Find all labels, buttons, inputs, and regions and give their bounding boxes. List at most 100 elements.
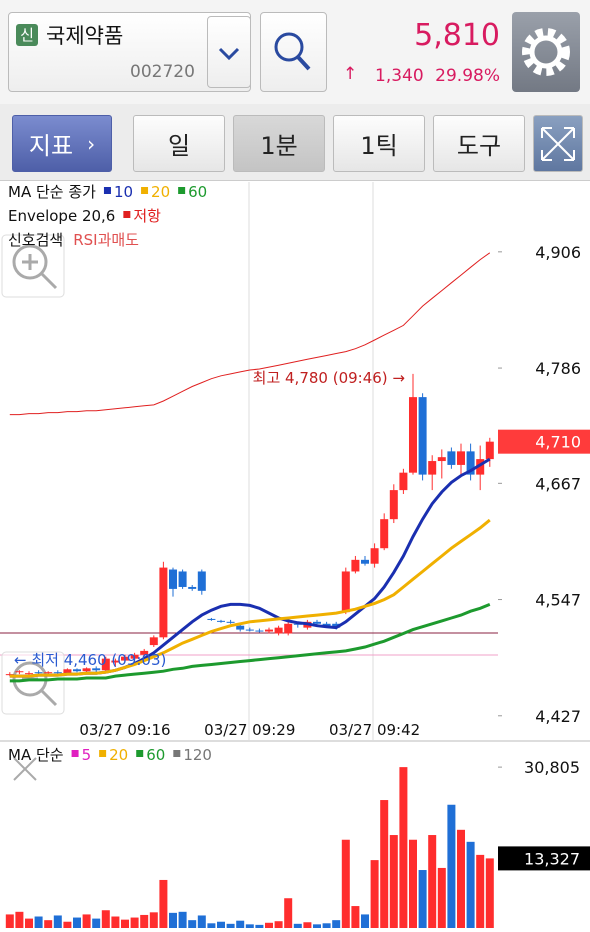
volume-bar	[332, 920, 341, 928]
candle-body	[130, 654, 139, 659]
candle-body	[332, 623, 341, 628]
volume-bar	[140, 914, 149, 928]
candle-body	[485, 441, 494, 460]
candle-body	[466, 451, 475, 475]
x-tick-label: 03/27 09:42	[329, 721, 420, 739]
candle-body	[418, 397, 427, 475]
candle-body	[178, 571, 187, 587]
candle-body	[111, 660, 120, 663]
legend-label: 10	[114, 183, 133, 201]
legend-title: MA 단순	[8, 746, 64, 764]
legend-swatch	[141, 187, 149, 194]
expand-icon	[541, 126, 575, 161]
volume-bar	[361, 914, 369, 928]
candle-body	[245, 629, 254, 631]
candle-body	[265, 629, 273, 632]
volume-bar	[389, 835, 398, 928]
candle-body	[437, 457, 446, 462]
dropdown-button[interactable]	[207, 16, 251, 88]
indicator-button[interactable]: 지표 ›	[12, 115, 112, 172]
ma-line	[9, 457, 491, 678]
volume-bar	[34, 916, 43, 928]
candle-body	[82, 668, 91, 672]
candle-body	[447, 451, 456, 465]
candle-body	[140, 650, 149, 655]
candle-body	[409, 397, 417, 473]
candle-body	[92, 668, 101, 671]
volume-bar	[101, 910, 110, 928]
stock-name: 국제약품	[46, 24, 124, 48]
candle-body	[322, 623, 331, 626]
indicator-label: 지표	[28, 132, 74, 160]
zoom-in-icon[interactable]	[1, 234, 65, 298]
legend-label: 5	[82, 746, 92, 764]
volume-bar	[197, 915, 206, 928]
volume-bar	[284, 898, 293, 928]
settings-button[interactable]	[512, 12, 580, 92]
volume-bar	[15, 911, 24, 928]
candle-body	[428, 461, 437, 475]
volume-bar	[409, 839, 417, 928]
candle-body	[159, 567, 168, 638]
volume-bar	[303, 922, 312, 928]
candle-body	[217, 620, 225, 622]
volume-bar	[428, 835, 437, 928]
candle-body	[399, 472, 408, 491]
ma-line	[9, 518, 491, 678]
candle-body	[197, 571, 206, 591]
indicator-arrow: ›	[87, 131, 96, 156]
signal-name: 신호검색	[8, 231, 63, 249]
candle-body	[34, 672, 43, 674]
expand-button[interactable]	[533, 115, 583, 172]
volume-bar	[44, 920, 53, 928]
legend-label: 20	[151, 183, 170, 201]
y-tick-label: 4,667	[535, 474, 581, 493]
volume-bar	[226, 923, 235, 928]
envelope-line	[9, 252, 491, 416]
candle-body	[457, 451, 465, 465]
candle-body	[53, 672, 62, 674]
volume-bar	[418, 870, 427, 928]
period-button[interactable]: 일	[133, 115, 225, 172]
period-button[interactable]: 1분	[233, 115, 325, 172]
volume-bar	[245, 924, 254, 928]
volume-bar	[159, 879, 168, 928]
volume-bar	[437, 867, 446, 928]
volume-bar	[121, 919, 129, 928]
candle-body	[101, 658, 110, 671]
candle-body	[121, 656, 129, 661]
volume-bar	[447, 804, 456, 928]
volume-bar	[169, 912, 177, 928]
x-tick-label: 03/27 09:16	[79, 721, 170, 739]
legend-swatch	[136, 750, 144, 757]
gear-icon	[522, 28, 570, 76]
search-button[interactable]	[260, 12, 327, 92]
market-badge: 신	[16, 24, 38, 46]
legend-label: 20	[109, 746, 128, 764]
close-icon[interactable]	[13, 757, 37, 781]
last-price-label: 4,710	[535, 433, 581, 452]
volume-bar	[111, 916, 120, 928]
candle-body	[207, 618, 216, 620]
candle-body	[44, 672, 53, 674]
volume-bar	[130, 917, 139, 928]
search-icon	[274, 32, 311, 71]
candle-body	[274, 627, 283, 634]
volume-bar	[178, 911, 187, 928]
volume-bar	[5, 914, 14, 928]
legend-label: 120	[183, 746, 212, 764]
candle-body	[313, 621, 321, 624]
legend-label: 60	[188, 183, 207, 201]
legend-envelope: Envelope 20,6	[8, 207, 115, 225]
volume-bar	[207, 923, 216, 928]
volume-bar	[82, 914, 91, 928]
y-tick-label: 4,547	[535, 591, 581, 610]
volume-bar	[255, 924, 264, 928]
candle-body	[25, 673, 33, 675]
candle-body	[236, 625, 245, 630]
candle-body	[380, 519, 389, 549]
candle-body	[255, 630, 264, 632]
tools-button[interactable]: 도구	[433, 115, 525, 172]
period-button[interactable]: 1틱	[333, 115, 425, 172]
